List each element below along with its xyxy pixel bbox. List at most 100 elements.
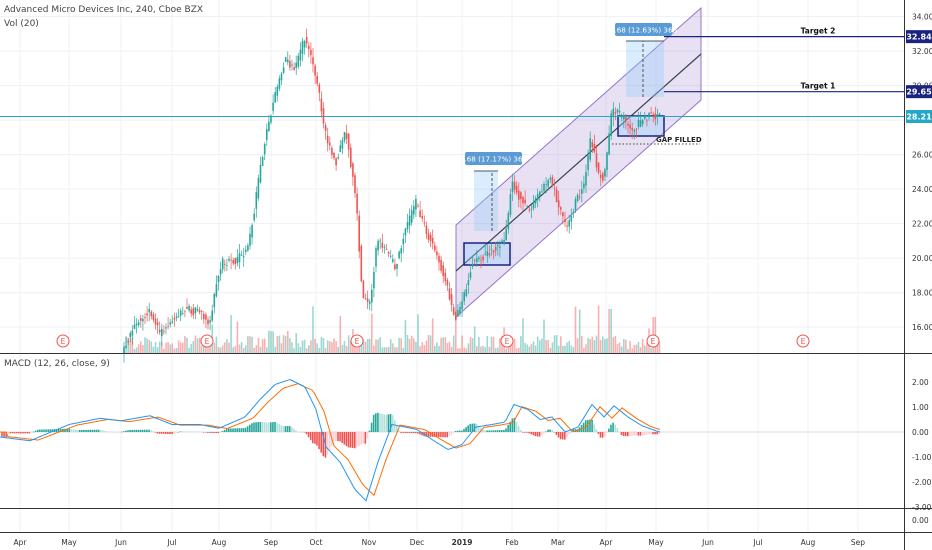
macd-histogram-bar [643, 432, 646, 436]
volume-bar [221, 345, 224, 353]
candle-body [557, 200, 560, 208]
volume-bar [213, 342, 216, 353]
macd-histogram-bar [326, 432, 329, 455]
volume-bar [484, 347, 486, 353]
macd-histogram-bar [282, 426, 285, 432]
earnings-marker[interactable] [796, 334, 810, 348]
volume-bar [463, 347, 465, 353]
candle-body [534, 198, 537, 204]
candle-body [478, 257, 480, 260]
volume-bar [297, 343, 300, 353]
volume-bar [528, 346, 531, 353]
candle-body [429, 234, 432, 241]
volume-bar [511, 339, 514, 353]
volume-bar [410, 335, 413, 353]
macd-label: MACD (12, 26, close, 9) [4, 359, 110, 369]
macd-histogram-bar [421, 432, 423, 436]
macd-histogram-bar [179, 431, 182, 432]
candle-body [434, 245, 436, 251]
macd-histogram-bar [341, 432, 343, 443]
earnings-marker[interactable] [56, 334, 70, 348]
macd-histogram-bar [225, 428, 228, 432]
macd-tick-label: 1.00 [912, 403, 929, 412]
volume-bar [497, 347, 499, 353]
macd-histogram-bar [633, 432, 635, 436]
macd-histogram-bar [358, 432, 360, 446]
volume-bar [650, 348, 652, 353]
candle-body [190, 309, 192, 314]
volume-bar [337, 346, 339, 353]
macd-tick-label: -3.00 [912, 503, 932, 512]
volume-bar [641, 339, 644, 353]
macd-histogram-bar [444, 432, 446, 438]
macd-histogram-bar [645, 432, 648, 435]
candle-body [583, 183, 585, 189]
macd-histogram-bar [414, 432, 417, 434]
candle-body [268, 121, 270, 132]
macd-histogram-bar [93, 429, 96, 432]
candle-body [314, 65, 316, 76]
candle-body [123, 346, 125, 354]
macd-histogram-bar [43, 429, 45, 432]
earnings-marker[interactable] [646, 334, 660, 348]
volume-bar [522, 318, 524, 353]
macd-histogram-bar [51, 429, 54, 432]
macd-histogram-bar [433, 432, 436, 437]
volume-bar [175, 348, 178, 353]
macd-histogram-bar [438, 432, 440, 438]
macd-histogram-bar [276, 423, 278, 432]
candle-body [135, 323, 138, 326]
earnings-marker[interactable] [350, 334, 364, 348]
volume-bar [289, 338, 291, 353]
macd-histogram-bar [522, 432, 524, 433]
candle-body [442, 265, 444, 277]
macd-histogram-bar [482, 429, 484, 432]
candle-body [366, 298, 369, 302]
volume-bar [322, 338, 325, 353]
volume-bar [400, 338, 402, 353]
macd-histogram-bar [267, 422, 270, 432]
time-tick-label: Sep [851, 538, 865, 547]
earnings-marker[interactable] [200, 334, 214, 348]
volume-bar [574, 306, 577, 353]
macd-histogram-bar [557, 432, 560, 438]
time-tick-label: Oct [310, 538, 323, 547]
projection-1-badge [465, 152, 522, 165]
macd-histogram-bar [486, 430, 488, 432]
candle-body [165, 327, 167, 329]
volume-bar [234, 346, 237, 353]
candle-body [444, 272, 447, 281]
volume-bar [402, 347, 405, 353]
candle-body [528, 209, 531, 211]
candle-body [406, 222, 409, 230]
volume-bar [287, 330, 289, 353]
earnings-marker-label: E [651, 337, 656, 346]
grid-lines [0, 0, 904, 532]
macd-histogram-bar [209, 432, 211, 433]
macd-histogram-bar [20, 432, 22, 434]
candle-body [356, 193, 358, 214]
volume-bar [461, 335, 463, 353]
time-tick-label: Jul [752, 538, 762, 547]
candle-body [129, 332, 132, 338]
volume-bar [635, 344, 638, 353]
macd-histogram-bar [507, 425, 509, 432]
macd-histogram-bar [589, 419, 591, 432]
volume-bar [387, 346, 390, 353]
macd-histogram-bar [295, 430, 297, 432]
volume-bar [429, 335, 432, 353]
candle-body [482, 256, 484, 261]
volume-bar [633, 344, 636, 353]
candle-body [270, 115, 272, 123]
macd-histogram-bar [343, 432, 346, 445]
macd-histogram-bar [465, 427, 467, 432]
candle-body [339, 145, 342, 152]
candle-body [524, 199, 526, 204]
macd-histogram-bar [404, 432, 406, 433]
volume-bar [339, 316, 342, 353]
earnings-marker[interactable] [500, 334, 514, 348]
macd-histogram-bar [393, 420, 396, 432]
volume-bar [526, 344, 528, 353]
volume-bar [343, 341, 346, 353]
